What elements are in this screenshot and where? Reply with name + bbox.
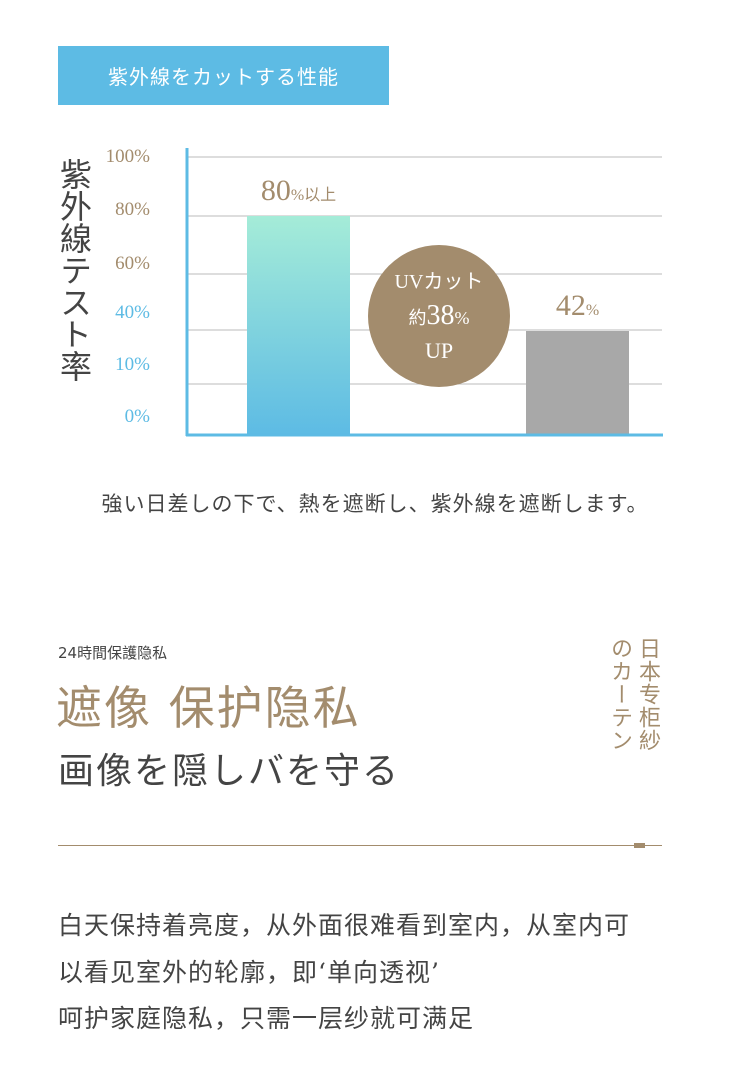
y-tick-label: 40% [115,302,150,323]
chart-caption: 強い日差しの下で、熱を遮断し、紫外線を遮断します。 [101,492,649,516]
bar-label-value: 42 [555,289,586,322]
section-header: 紫外線をカットする性能 [58,46,389,105]
y-tick-label: 100% [105,146,150,167]
badge-value: 38 [426,300,455,331]
badge-line1: UVカット [394,271,484,293]
badge-prefix: 約 [408,308,427,328]
badge-unit: % [454,308,470,328]
bar-label-unit: % [585,302,600,319]
bar-label-unit: %以上 [290,187,337,204]
y-tick-label: 10% [115,354,150,375]
badge-line3: UP [424,338,454,363]
body-text-line-1: 白天保持着亮度，从外面很难看到室内，从室内可 [58,911,631,940]
section-header-title: 紫外線をカットする性能 [108,65,339,89]
uv-bar-chart [185,148,663,437]
body-text-line-2: 以看见室外的轮廓，即‘单向透视’ [58,958,440,987]
section-big-title: 遮像 保护隐私 [56,681,361,735]
side-vertical-text-1: 日本专柜紗 [635,637,660,752]
y-tick-label: 0% [124,406,150,427]
y-tick-label: 80% [115,199,150,220]
body-text-line-3: 呵护家庭隐私，只需一层纱就可满足 [58,1004,475,1033]
bar-label-value: 80 [260,174,291,207]
section-small-title: 24時間保護隐私 [58,644,168,662]
divider-marker [634,843,645,848]
bar-42 [526,331,629,435]
bar-label-80: 80%以上 [261,174,336,208]
side-vertical-text-2: のカーテン [607,637,632,752]
chart-y-axis-title: 紫外線テスト率 [55,158,93,382]
section-divider [58,845,662,846]
bar-label-42: 42% [556,289,599,323]
section-sub-title: 画像を隠しバを守る [58,751,401,792]
badge-line2: 約38% [409,297,470,337]
y-tick-label: 60% [115,253,150,274]
uv-cut-badge: UVカット 約38% UP [368,245,510,387]
bar-80 [247,216,350,435]
